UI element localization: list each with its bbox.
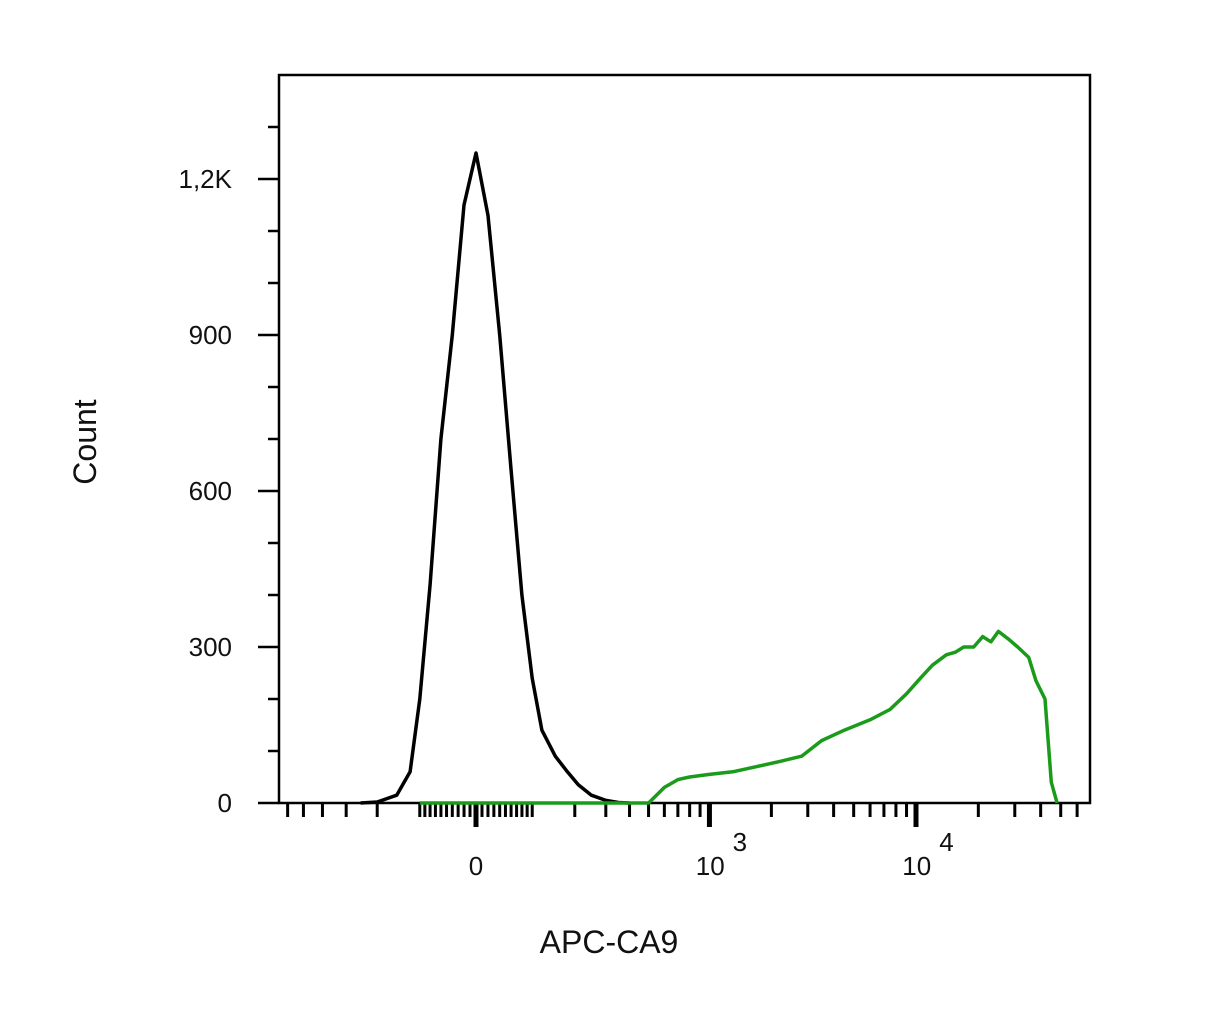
- x-axis-label: APC-CA9: [540, 924, 679, 960]
- y-axis-label: Count: [67, 399, 103, 485]
- plot-frame: [277, 73, 1092, 805]
- series-line-1: [360, 151, 630, 805]
- y-tick-label: 1,2K: [179, 164, 233, 194]
- y-tick-label: 300: [189, 632, 232, 662]
- series-layer: [360, 151, 1059, 805]
- x-tick-label: 103: [696, 827, 747, 881]
- x-axis: 0 103 104: [286, 803, 1079, 881]
- y-tick-label: 600: [189, 476, 232, 506]
- y-tick-label: 900: [189, 320, 232, 350]
- y-tick-label: 0: [218, 788, 232, 818]
- y-axis: 0 300 600 900 1,2K: [179, 125, 279, 818]
- x-tick-label: 0: [469, 851, 483, 881]
- x-tick-label: 104: [902, 827, 953, 881]
- series-line-2: [419, 629, 1059, 805]
